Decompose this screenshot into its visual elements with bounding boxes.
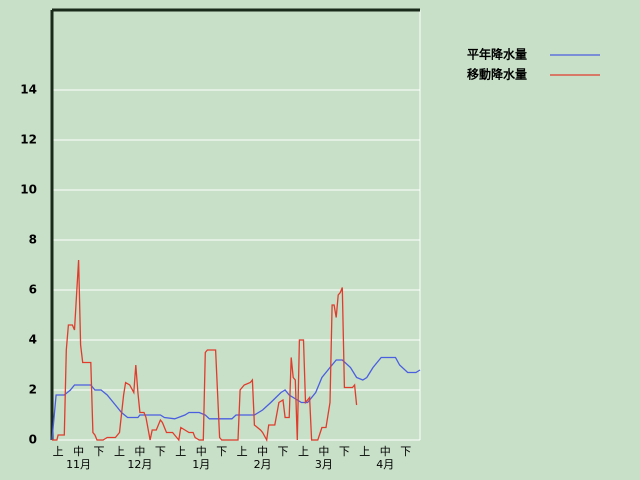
x-tick-label: 中 bbox=[380, 445, 391, 458]
x-tick-label: 中 bbox=[257, 445, 268, 458]
month-label: 2月 bbox=[254, 458, 272, 471]
month-label: 4月 bbox=[376, 458, 394, 471]
y-tick-label: 2 bbox=[29, 383, 37, 397]
y-tick-label: 8 bbox=[29, 233, 37, 247]
month-label: 12月 bbox=[127, 458, 152, 471]
x-tick-label: 下 bbox=[339, 445, 350, 458]
x-tick-label: 上 bbox=[53, 445, 64, 458]
y-tick-label: 14 bbox=[20, 83, 37, 97]
x-tick-label: 下 bbox=[155, 445, 166, 458]
y-tick-label: 10 bbox=[20, 183, 37, 197]
x-tick-label: 上 bbox=[359, 445, 370, 458]
y-tick-label: 4 bbox=[29, 333, 37, 347]
month-label: 1月 bbox=[192, 458, 210, 471]
x-tick-label: 中 bbox=[196, 445, 207, 458]
x-tick-label: 上 bbox=[114, 445, 125, 458]
series-line bbox=[52, 259, 358, 443]
month-label: 3月 bbox=[315, 458, 333, 471]
month-label: 11月 bbox=[66, 458, 91, 471]
x-tick-label: 下 bbox=[278, 445, 289, 458]
x-tick-label: 下 bbox=[94, 445, 105, 458]
y-tick-label: 0 bbox=[29, 433, 37, 447]
y-tick-label: 6 bbox=[29, 283, 37, 297]
legend-label: 平年降水量 bbox=[467, 47, 527, 62]
y-tick-label: 12 bbox=[20, 133, 37, 147]
x-tick-label: 中 bbox=[318, 445, 329, 458]
series-line bbox=[51, 356, 421, 441]
x-tick-label: 上 bbox=[237, 445, 248, 458]
x-tick-label: 上 bbox=[298, 445, 309, 458]
x-tick-label: 中 bbox=[134, 445, 145, 458]
x-tick-label: 上 bbox=[175, 445, 186, 458]
x-tick-label: 中 bbox=[73, 445, 84, 458]
legend-label: 移動降水量 bbox=[467, 67, 527, 82]
x-tick-label: 下 bbox=[400, 445, 411, 458]
x-tick-label: 下 bbox=[216, 445, 227, 458]
